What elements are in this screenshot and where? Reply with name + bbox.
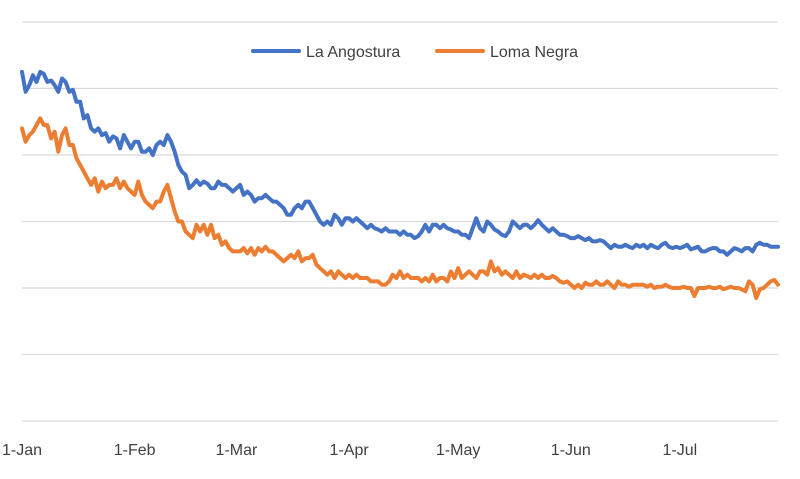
x-tick-label: 1-Mar — [216, 442, 258, 459]
x-tick-label: 1-Jan — [2, 442, 42, 459]
x-tick-label: 1-Feb — [114, 442, 156, 459]
series-line-la-angostura — [20, 69, 780, 257]
x-tick-label: 1-Apr — [330, 442, 370, 459]
series-line-loma-negra — [20, 116, 780, 300]
plot-area — [20, 69, 780, 300]
legend-label-la-angostura: La Angostura — [306, 44, 400, 61]
gridlines — [22, 21, 778, 422]
x-axis: 1-Jan 1-Feb 1-Mar 1-Apr 1-May 1-Jun 1-Jul — [2, 442, 697, 459]
x-tick-label: 1-Jun — [551, 442, 591, 459]
legend: La Angostura Loma Negra — [251, 44, 578, 61]
x-tick-label: 1-Jul — [663, 442, 698, 459]
x-tick-label: 1-May — [436, 442, 480, 459]
legend-label-loma-negra: Loma Negra — [490, 44, 578, 61]
